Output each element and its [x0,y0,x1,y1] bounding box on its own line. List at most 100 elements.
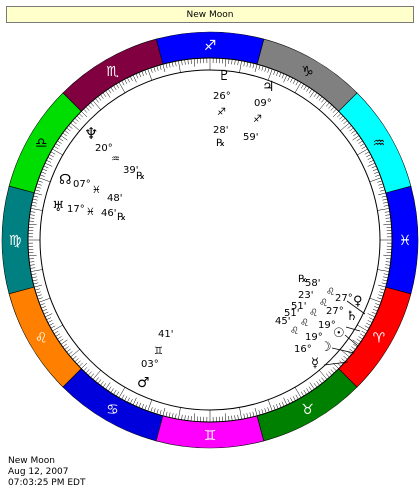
degree-tick [74,118,79,122]
degree-tick [380,288,386,291]
degree-tick [321,377,325,382]
degree-tick [58,138,64,142]
leo-cluster-minute-1: 58' [305,278,320,289]
degree-tick [83,108,88,113]
degree-tick [53,330,59,334]
degree-tick [267,67,270,73]
degree-tick [78,113,83,118]
degree-tick [243,413,245,419]
degree-tick [239,407,242,420]
degree-tick [35,291,41,294]
degree-tick [64,346,69,350]
leo-cluster-minute-3: 51' [291,301,306,312]
leo-cluster-sign-icon-5: ♌ [290,326,299,337]
degree-tick [377,269,390,272]
degree-tick [43,165,49,169]
scorpio-icon: ♏ [106,64,119,80]
degree-tick [39,303,45,306]
degree-tick [358,336,363,340]
degree-tick [382,279,388,282]
degree-tick [340,122,350,131]
degree-tick [273,405,276,411]
degree-tick [85,106,90,111]
saturn-pointer-line [345,326,361,332]
degree-tick [41,306,46,309]
degree-tick [175,61,177,67]
degree-tick [295,80,299,86]
degree-tick [159,64,162,70]
degree-tick [281,401,285,407]
degree-tick [364,151,370,155]
north-node-sign-icon: ♓ [92,185,101,196]
degree-tick [332,367,337,372]
degree-tick [55,143,61,147]
degree-tick [343,120,348,125]
uranus-retrograde: ℞ [117,212,126,223]
degree-tick [339,360,344,365]
degree-tick [60,135,68,141]
degree-tick [337,113,342,118]
chart-title: New Moon [186,9,234,20]
degree-tick [28,258,34,260]
degree-tick [356,138,362,142]
degree-tick [341,118,346,122]
degree-tick [292,396,296,401]
gemini-icon: ♊ [204,428,217,444]
degree-tick [308,88,312,94]
degree-tick [385,214,391,216]
degree-tick [44,313,53,318]
degree-tick [108,386,112,392]
degree-tick [102,92,107,97]
degree-tick [36,183,42,186]
degree-tick [306,388,310,393]
neptune-degree: 20° [95,143,113,154]
degree-tick [258,410,261,416]
degree-tick [81,111,88,118]
degree-tick [181,60,183,66]
leo-cluster-sign-icon-2: ♌ [319,298,328,309]
degree-tick [386,220,392,222]
degree-tick [308,386,312,392]
leo-cluster-degree-2: 27° [326,306,344,317]
degree-tick [357,324,368,332]
degree-tick [249,62,252,68]
degree-tick [83,367,88,372]
degree-tick [121,80,125,86]
degree-tick [224,58,227,67]
degree-tick [100,94,104,99]
zodiac-sign-ring: ♑ ♐ ♏ ♎ ♍ ♌ ♋ ♊ ♉ ♈ ♓ ♒ [1,31,419,449]
degree-tick [267,399,273,412]
leo-cluster-degree-5: 16° [294,344,312,355]
mars-icon: ♂ [137,375,150,391]
degree-tick [300,391,304,397]
degree-tick [367,157,373,160]
degree-tick [28,220,34,222]
degree-tick [384,211,390,213]
degree-tick [193,58,196,67]
cancer-icon: ♋ [106,402,119,418]
degree-tick [261,65,264,71]
leo-cluster-degree-3: 19° [318,320,336,331]
degree-tick [383,223,392,226]
degree-tick [382,198,388,201]
degree-tick [231,415,233,421]
degree-tick [385,261,391,263]
degree-tick [97,96,102,101]
pluto-icon: ♇ [218,68,231,84]
degree-tick [156,65,159,71]
aries-icon: ♈ [373,331,386,347]
uranus-degree: 17° [67,204,85,215]
degree-tick [359,333,365,337]
degree-tick [371,165,377,169]
degree-tick [57,336,62,340]
degree-tick [175,413,177,419]
degree-tick [341,358,346,362]
footer-date: Aug 12, 2007 [8,467,69,477]
degree-tick [316,381,320,386]
degree-tick [165,63,168,69]
degree-tick [383,254,392,257]
degree-tick [234,415,236,421]
degree-tick [374,171,379,174]
degree-tick [375,174,381,177]
degree-tick-ring [28,58,392,422]
